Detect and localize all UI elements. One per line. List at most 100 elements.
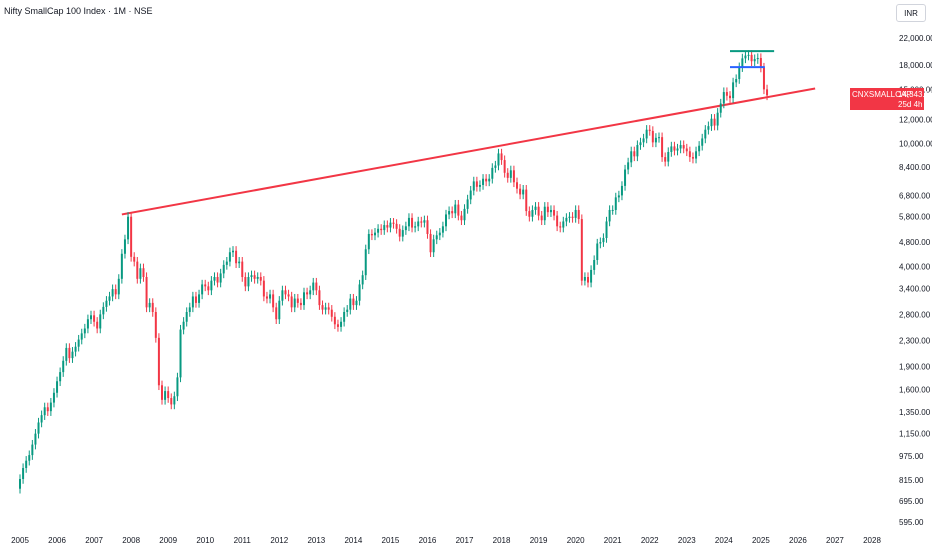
candle <box>127 212 130 245</box>
x-tick-label: 2018 <box>493 536 511 545</box>
candle-body <box>216 276 219 283</box>
candle <box>617 190 620 203</box>
candle <box>191 291 194 313</box>
candle <box>506 168 509 183</box>
candle <box>130 212 133 262</box>
candle <box>593 255 596 275</box>
candle <box>145 272 148 313</box>
candle <box>630 146 633 168</box>
candle-body <box>96 321 99 329</box>
candle <box>491 163 494 184</box>
candle <box>247 272 250 292</box>
candle <box>207 281 210 296</box>
candle-body <box>596 243 599 261</box>
candle-body <box>222 264 225 274</box>
candle <box>565 213 568 227</box>
candle-body <box>83 328 86 334</box>
candle-body <box>383 225 386 231</box>
candle <box>620 181 623 201</box>
candle-body <box>469 190 472 200</box>
candle-body <box>478 184 481 187</box>
candle-body <box>256 276 259 279</box>
candle-body <box>701 138 704 146</box>
candle <box>370 229 373 241</box>
candle <box>695 146 698 164</box>
candle <box>74 342 77 357</box>
candle-body <box>111 289 114 297</box>
candle <box>528 206 531 222</box>
candle-body <box>429 233 432 253</box>
candle-body <box>670 146 673 152</box>
candle-body <box>648 129 651 131</box>
candle <box>117 274 120 300</box>
candle <box>664 152 667 167</box>
candle <box>713 114 716 131</box>
candle <box>80 328 83 345</box>
candle-body <box>238 261 241 264</box>
y-tick-label: 1,350.00 <box>899 408 931 417</box>
candle <box>454 199 457 219</box>
candle <box>503 155 506 178</box>
candle <box>99 309 102 334</box>
price-tag-countdown: 25d 4h <box>898 100 923 109</box>
candle <box>123 234 126 259</box>
candle-body <box>386 225 389 228</box>
candle <box>102 302 105 320</box>
candle-body <box>577 209 580 220</box>
candle <box>750 50 753 67</box>
candle <box>244 272 247 292</box>
resistance-trendline[interactable] <box>121 87 816 216</box>
candle-body <box>46 407 49 412</box>
y-tick-label: 3,400.00 <box>899 284 931 293</box>
candle-body <box>682 145 685 149</box>
candle <box>614 192 617 215</box>
candle-body <box>756 58 759 60</box>
currency-button[interactable]: INR <box>896 4 926 22</box>
candle <box>139 263 142 284</box>
x-tick-label: 2007 <box>85 536 103 545</box>
candle-body <box>299 302 302 306</box>
candle <box>154 307 157 343</box>
candle <box>111 284 114 302</box>
candle-body <box>590 269 593 283</box>
candle <box>37 417 40 439</box>
candle-body <box>74 346 77 352</box>
candle-body <box>34 433 37 445</box>
candle <box>303 287 305 310</box>
candle-body <box>259 276 262 281</box>
candle <box>46 402 49 416</box>
x-axis: 2005 2006 2007 2008 2009 2010 2011 2012 2013 2014… <box>11 536 881 545</box>
candle <box>624 164 627 191</box>
candle-body <box>179 329 182 378</box>
candle-body <box>500 153 503 161</box>
candle <box>19 474 21 494</box>
y-tick-label: 5,800.00 <box>899 213 931 222</box>
candle <box>482 174 485 190</box>
candle-body <box>148 302 151 308</box>
candle <box>546 202 549 217</box>
candle <box>738 62 741 84</box>
candle-body <box>315 282 318 291</box>
candle <box>441 221 444 238</box>
candle-body <box>194 296 197 303</box>
x-tick-label: 2017 <box>456 536 474 545</box>
candle-body <box>167 391 170 399</box>
candle-body <box>593 260 596 270</box>
candle <box>519 184 522 200</box>
candle <box>608 205 611 227</box>
candle-body <box>219 273 222 283</box>
candle <box>475 176 478 192</box>
candle-body <box>611 209 614 211</box>
candle <box>210 276 213 296</box>
candle-body <box>658 137 660 139</box>
candle-body <box>108 296 111 301</box>
candle-body <box>404 226 407 231</box>
candle-body <box>225 261 228 265</box>
candle-body <box>654 137 657 143</box>
candle <box>448 206 451 220</box>
candle <box>299 298 302 310</box>
y-tick-label: 1,150.00 <box>899 430 931 439</box>
candle <box>559 221 562 233</box>
candle-body <box>630 151 633 163</box>
